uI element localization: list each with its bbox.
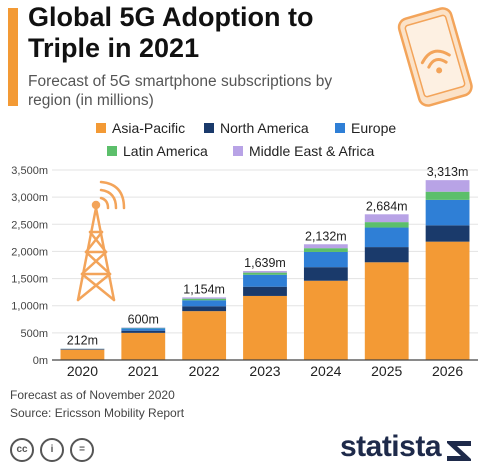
y-tick-label: 500m [20, 328, 48, 340]
bar-total-label: 3,313m [427, 165, 469, 179]
source-note: Source: Ericsson Mobility Report [10, 406, 185, 420]
x-tick-label: 2026 [432, 363, 463, 379]
smartphone-wifi-icon [397, 7, 473, 107]
bar-total-label: 212m [67, 333, 98, 347]
bar-segment-latin-america-2022 [182, 298, 227, 301]
x-tick-label: 2021 [128, 363, 159, 379]
bar-segment-asia-pacific-2021 [121, 332, 166, 360]
bar-segment-europe-2023 [243, 274, 287, 287]
bar-segment-latin-america-2025 [364, 222, 409, 228]
chart-title: Global 5G Adoption to Triple in 2021 [28, 2, 314, 63]
legend-item-latin-america: Latin America [107, 143, 208, 159]
bar-segment-europe-2021 [121, 328, 166, 331]
statista-logo: statista [339, 430, 442, 463]
legend-item-north-america: North America [204, 120, 309, 136]
info-icon: i [40, 438, 64, 462]
bar-total-label: 2,132m [305, 229, 347, 243]
legend-item-europe: Europe [335, 120, 396, 136]
legend-swatch-asia-pacific [96, 123, 106, 133]
legend-label-middle-east-africa: Middle East & Africa [249, 143, 375, 159]
cc-icon: cc [10, 438, 34, 462]
bar-segment-middle-east-africa-2026 [425, 180, 470, 192]
bar-segment-north-america-2024 [303, 267, 348, 281]
y-tick-label: 3,500m [11, 165, 48, 177]
forecast-note: Forecast as of November 2020 [10, 388, 175, 402]
bar-segment-middle-east-africa-2025 [364, 214, 409, 223]
bar-segment-asia-pacific-2024 [303, 280, 348, 360]
legend-label-north-america: North America [220, 120, 309, 136]
bar-segment-middle-east-africa-2022 [182, 297, 227, 299]
x-tick-label: 2024 [310, 363, 341, 379]
y-tick-label: 2,500m [11, 219, 48, 231]
stacked-bar-chart: 0m 500m 1,000m 1,500m 2,000m 2,500m 3,000m 3,50… [11, 165, 478, 379]
bar-segment-europe-2026 [425, 199, 470, 226]
bar-segment-north-america-2021 [121, 330, 166, 333]
bar-segment-latin-america-2023 [243, 272, 287, 275]
bar-segment-north-america-2023 [243, 286, 287, 296]
bar-segment-middle-east-africa-2024 [303, 244, 348, 249]
x-tick-label: 2022 [189, 363, 220, 379]
bar-segment-asia-pacific-2020 [60, 349, 105, 360]
legend-label-latin-america: Latin America [123, 143, 208, 159]
bar-segment-asia-pacific-2025 [364, 262, 409, 360]
x-tick-label: 2020 [67, 363, 98, 379]
bar-segment-north-america-2022 [182, 306, 227, 312]
legend-swatch-middle-east-africa [233, 146, 243, 156]
bar-segment-europe-2025 [364, 227, 409, 248]
y-tick-label: 2,000m [11, 246, 48, 258]
bar-segment-middle-east-africa-2023 [243, 271, 287, 273]
y-tick-label: 1,500m [11, 274, 48, 286]
statista-mark-icon [447, 441, 471, 461]
legend-item-asia-pacific: Asia-Pacific [96, 120, 185, 136]
legend-item-middle-east-africa: Middle East & Africa [233, 143, 374, 159]
bar-segment-latin-america-2026 [425, 191, 470, 200]
bar-segment-asia-pacific-2022 [182, 311, 227, 360]
bar-segment-europe-2022 [182, 300, 227, 307]
bar-segment-north-america-2025 [364, 247, 409, 263]
x-tick-label: 2025 [371, 363, 402, 379]
bar-segment-north-america-2026 [425, 225, 470, 242]
legend-label-asia-pacific: Asia-Pacific [112, 120, 186, 136]
bar-segment-europe-2024 [303, 251, 348, 268]
title-accent-bar [8, 8, 18, 106]
bar-total-label: 1,154m [183, 282, 225, 296]
y-tick-label: 0m [33, 355, 48, 367]
legend-swatch-latin-america [107, 146, 117, 156]
chart-subtitle: Forecast of 5G smartphone subscriptions … [28, 73, 333, 109]
equals-icon: = [70, 438, 94, 462]
x-tick-label: 2023 [249, 363, 280, 379]
bar-total-label: 2,684m [366, 199, 408, 213]
y-tick-label: 3,000m [11, 192, 48, 204]
legend-swatch-north-america [204, 123, 214, 133]
bar-total-label: 1,639m [244, 256, 286, 270]
y-tick-label: 1,000m [11, 301, 48, 313]
cell-tower-icon [76, 180, 126, 302]
bar-segment-latin-america-2024 [303, 248, 348, 252]
legend-swatch-europe [335, 123, 345, 133]
bar-segment-asia-pacific-2023 [243, 295, 287, 360]
legend-label-europe: Europe [351, 120, 397, 136]
bar-segment-north-america-2020 [60, 349, 105, 350]
bar-segment-asia-pacific-2026 [425, 241, 470, 360]
bar-total-label: 600m [128, 312, 159, 326]
